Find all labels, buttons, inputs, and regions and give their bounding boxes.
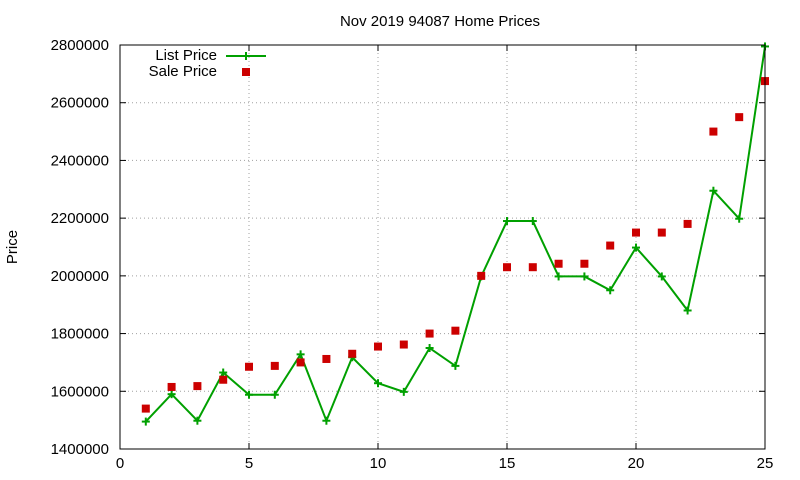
series-layer — [141, 42, 769, 426]
y-tick-label: 2400000 — [51, 152, 109, 169]
chart-title: Nov 2019 94087 Home Prices — [340, 13, 540, 30]
list-price-point — [167, 390, 176, 399]
sale-price-point — [606, 241, 615, 250]
list-price-point — [528, 217, 537, 226]
x-tick-label: 15 — [499, 455, 516, 472]
list-price-point — [735, 214, 744, 223]
series-list-price — [141, 42, 769, 426]
sale-price-point — [270, 361, 279, 370]
sale-price-point — [193, 382, 202, 391]
sale-price-point — [709, 127, 718, 136]
sale-price-point — [399, 340, 408, 349]
list-price-point — [683, 306, 692, 315]
list-price-point — [219, 368, 228, 377]
y-tick-label: 2000000 — [51, 268, 109, 285]
sale-price-point — [167, 382, 176, 391]
list-price-point — [296, 350, 305, 359]
sale-price-point — [348, 349, 357, 358]
sale-price-point — [632, 228, 640, 237]
list-price-point — [451, 361, 460, 370]
sale-price-point — [296, 358, 305, 367]
list-price-point — [503, 217, 511, 226]
legend: List Price Sale Price — [149, 47, 266, 80]
y-tick-label: 2200000 — [51, 210, 109, 227]
y-tick-label: 1600000 — [51, 383, 109, 400]
sale-price-point — [141, 404, 150, 413]
list-price-point — [322, 416, 331, 425]
sale-price-point — [657, 228, 666, 237]
list-price-point — [270, 390, 279, 399]
sale-price-point — [528, 263, 537, 272]
list-price-point — [632, 243, 640, 252]
sale-price-point — [451, 326, 460, 335]
sale-price-point — [580, 259, 589, 268]
legend-marker-list-price — [242, 52, 250, 60]
list-price-point — [141, 417, 150, 426]
y-axis-label: Price — [4, 230, 21, 264]
list-price-point — [399, 387, 408, 396]
sale-price-point — [683, 219, 692, 228]
y-tick-label: 2600000 — [51, 95, 109, 112]
sale-price-point — [219, 375, 228, 384]
legend-swatch-sale-price — [242, 68, 250, 76]
list-price-point — [709, 186, 718, 195]
sale-price-point — [477, 271, 486, 280]
legend-label-list-price: List Price — [155, 47, 217, 64]
sale-price-point — [322, 354, 331, 363]
sale-price-point — [425, 329, 434, 338]
grid-lines — [120, 45, 765, 449]
y-tick-label: 1400000 — [51, 441, 109, 458]
sale-price-point — [503, 263, 511, 272]
legend-label-sale-price: Sale Price — [149, 63, 217, 80]
x-tick-label: 10 — [370, 455, 387, 472]
y-tick-label: 1800000 — [51, 326, 109, 343]
list-price-point — [606, 286, 615, 295]
x-tick-label: 0 — [116, 455, 124, 472]
sale-price-point — [554, 259, 563, 268]
sale-price-point — [735, 113, 744, 122]
list-price-point — [554, 272, 563, 281]
x-tick-label: 20 — [628, 455, 645, 472]
list-price-point — [374, 379, 382, 388]
sale-price-point — [245, 362, 253, 371]
list-price-point — [580, 272, 589, 281]
axis-ticks: 0 5 10 15 20 25 1400000 1600000 1800000 2000000 22… — [51, 37, 774, 472]
list-price-point — [657, 272, 666, 281]
sale-price-point — [374, 342, 382, 351]
y-tick-label: 2800000 — [51, 37, 109, 54]
plot-frame — [119, 44, 766, 450]
x-tick-label: 25 — [757, 455, 774, 472]
list-price-point — [193, 416, 202, 425]
x-tick-label: 5 — [245, 455, 253, 472]
list-price-point — [425, 344, 434, 352]
list-price-point — [245, 390, 253, 399]
